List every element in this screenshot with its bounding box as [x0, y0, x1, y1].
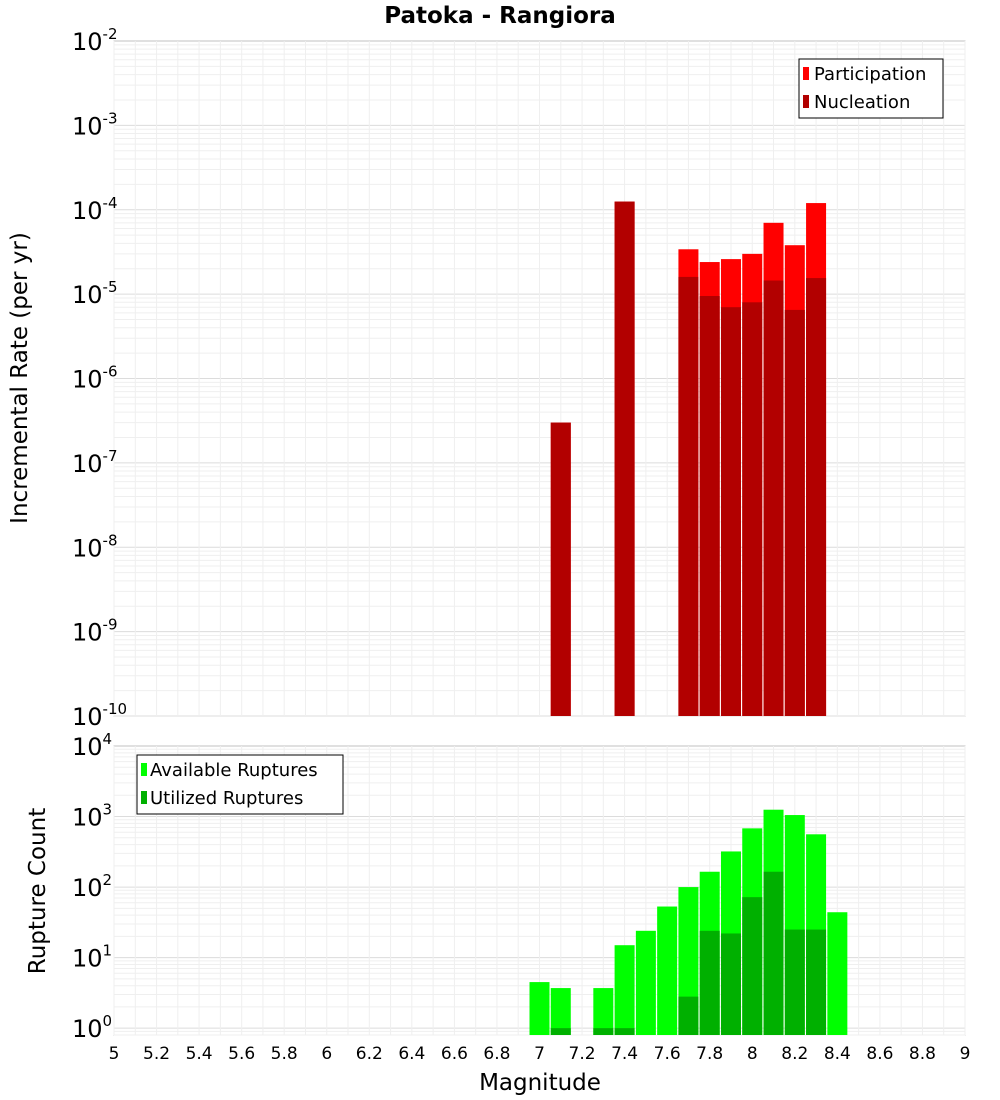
bottom-y-ticks: 100 101 102 103 104: [72, 730, 112, 1043]
y-tick-label: 103: [72, 801, 112, 832]
x-tick-label: 9: [960, 1044, 971, 1064]
x-axis-label: Magnitude: [479, 1070, 601, 1096]
top-panel: 10-10 10-9 10-8 10-7 10-6 10-5 10-4 10-3 10-2 In…: [7, 25, 966, 731]
y-tick-label: 10-7: [72, 447, 118, 478]
legend-label-available: Available Ruptures: [150, 760, 318, 781]
top-grid: [113, 41, 966, 717]
utilized-bar: [784, 929, 805, 1035]
top-y-axis-label: Incremental Rate (per yr): [7, 232, 33, 524]
x-tick-label: 5.2: [143, 1044, 170, 1064]
x-tick-label: 6.8: [483, 1044, 510, 1064]
top-bars: [550, 201, 827, 717]
x-tick-label: 8.8: [909, 1044, 936, 1064]
legend-swatch-participation: [803, 67, 809, 80]
utilized-bar: [720, 933, 741, 1035]
x-tick-label: 7: [534, 1044, 545, 1064]
available-bar: [635, 930, 656, 1035]
legend-swatch-utilized: [141, 791, 147, 804]
y-tick-label: 104: [72, 730, 112, 761]
available-bar: [593, 988, 614, 1035]
legend-label-participation: Participation: [814, 64, 926, 85]
x-tick-label: 6.4: [398, 1044, 425, 1064]
bottom-panel: 100 101 102 103 104 5 5.2 5.4 5.6 5.8 6 6.2 6.4 6.6 6…: [25, 730, 970, 1096]
nucleation-bar: [678, 276, 699, 716]
x-tick-label: 5: [109, 1044, 120, 1064]
nucleation-bar: [763, 280, 784, 716]
top-legend-box: [798, 58, 944, 119]
x-ticks: 5 5.2 5.4 5.6 5.8 6 6.2 6.4 6.6 6.8 7 7.2 7.4 7.6 7.8 8…: [109, 1044, 971, 1064]
x-tick-label: 8.6: [866, 1044, 893, 1064]
utilized-bar: [678, 996, 699, 1035]
x-tick-label: 5.4: [186, 1044, 213, 1064]
x-tick-label: 6.2: [356, 1044, 383, 1064]
available-bar: [657, 906, 678, 1035]
y-tick-label: 10-9: [72, 616, 118, 647]
chart-title: Patoka - Rangiora: [384, 3, 616, 29]
utilized-bar: [593, 1028, 614, 1035]
available-bar: [827, 912, 848, 1035]
utilized-bar: [806, 929, 827, 1035]
y-tick-label: 100: [72, 1012, 112, 1043]
x-tick-label: 8.4: [824, 1044, 851, 1064]
bottom-legend: Available Ruptures Utilized Ruptures: [136, 754, 344, 815]
nucleation-bar: [806, 278, 827, 716]
x-tick-label: 7.2: [569, 1044, 596, 1064]
x-tick-label: 6.6: [441, 1044, 468, 1064]
y-tick-label: 10-5: [72, 278, 118, 309]
x-tick-label: 5.8: [271, 1044, 298, 1064]
legend-label-utilized: Utilized Ruptures: [150, 788, 303, 809]
bottom-legend-box: [136, 754, 344, 815]
y-tick-label: 10-10: [72, 700, 127, 731]
available-bar: [529, 982, 550, 1035]
x-tick-label: 7.6: [654, 1044, 681, 1064]
utilized-bar: [699, 930, 720, 1035]
nucleation-bar: [742, 302, 763, 716]
utilized-bar: [550, 1028, 571, 1035]
y-tick-label: 10-6: [72, 363, 118, 394]
utilized-bar: [763, 871, 784, 1035]
x-tick-label: 6: [321, 1044, 332, 1064]
legend-label-nucleation: Nucleation: [814, 92, 910, 113]
nucleation-bar: [614, 201, 635, 716]
x-tick-label: 8: [747, 1044, 758, 1064]
y-tick-label: 10-2: [72, 25, 118, 56]
bottom-bars: [529, 809, 848, 1035]
nucleation-bar: [550, 422, 571, 716]
utilized-bar: [614, 1028, 635, 1035]
utilized-bar: [742, 897, 763, 1035]
nucleation-bar: [699, 296, 720, 716]
bottom-y-axis-label: Rupture Count: [25, 808, 51, 974]
nucleation-bar: [720, 307, 741, 716]
y-tick-label: 10-3: [72, 109, 118, 140]
x-tick-label: 7.8: [696, 1044, 723, 1064]
y-tick-label: 10-4: [72, 194, 118, 225]
available-bar: [614, 945, 635, 1035]
x-tick-label: 8.2: [781, 1044, 808, 1064]
legend-swatch-nucleation: [803, 95, 809, 108]
x-tick-label: 7.4: [611, 1044, 638, 1064]
legend-swatch-available: [141, 763, 147, 776]
top-y-ticks: 10-10 10-9 10-8 10-7 10-6 10-5 10-4 10-3 10-2: [72, 25, 127, 731]
available-bar: [550, 988, 571, 1035]
y-tick-label: 101: [72, 942, 112, 973]
x-tick-label: 5.6: [228, 1044, 255, 1064]
y-tick-label: 10-8: [72, 531, 118, 562]
nucleation-bar: [784, 309, 805, 716]
y-tick-label: 102: [72, 871, 112, 902]
top-legend: Participation Nucleation: [798, 58, 944, 119]
